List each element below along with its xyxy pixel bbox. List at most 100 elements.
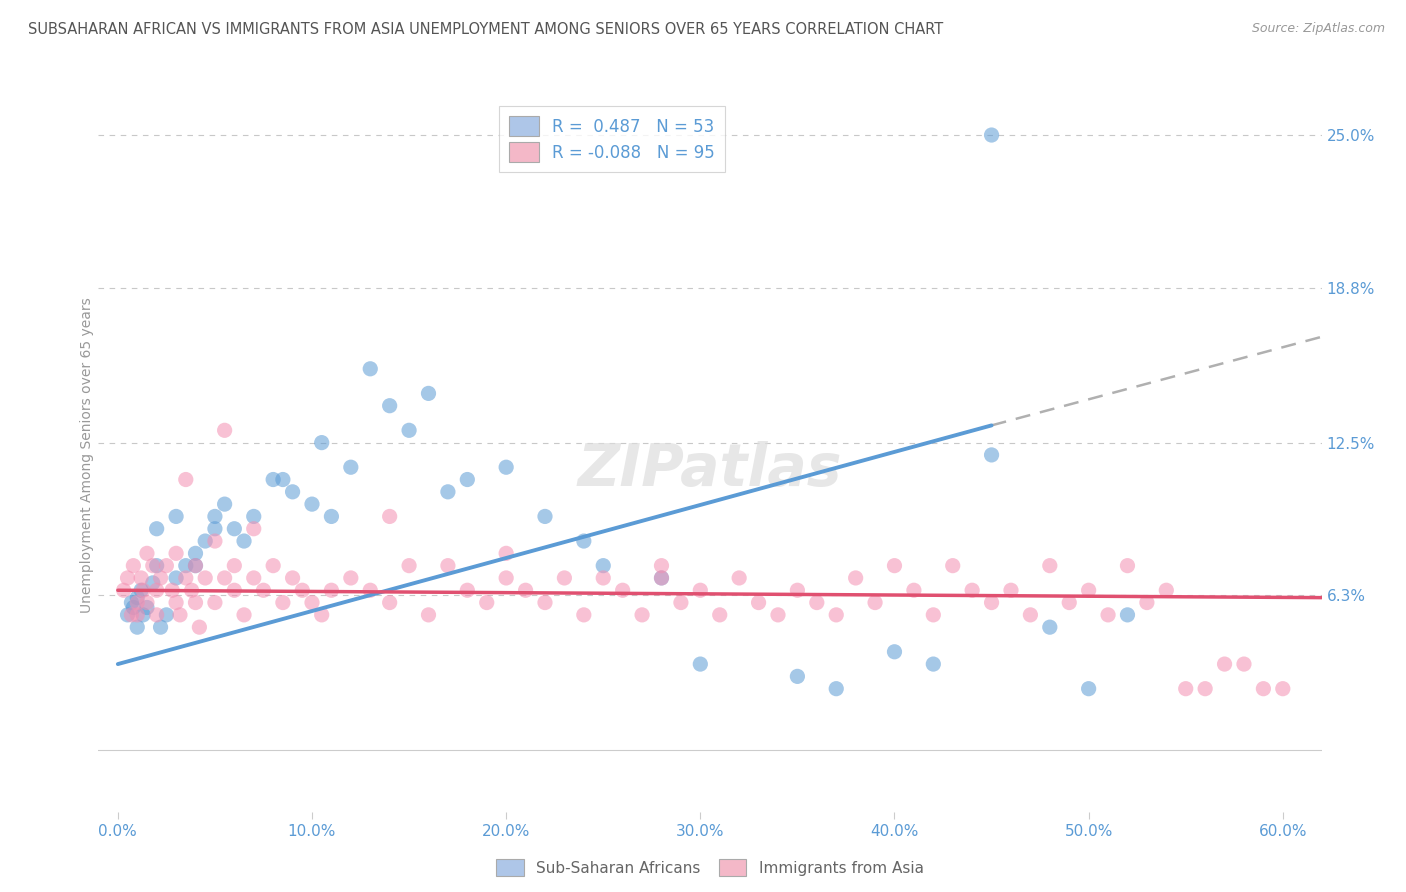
Point xyxy=(960,583,983,598)
Point xyxy=(120,596,142,610)
Point xyxy=(825,607,848,622)
Point xyxy=(766,607,789,622)
Point xyxy=(1057,596,1080,610)
Point xyxy=(242,571,264,585)
Point xyxy=(214,497,236,511)
Point xyxy=(127,607,149,622)
Point xyxy=(786,583,808,598)
Point xyxy=(863,596,886,610)
Point xyxy=(495,460,517,475)
Point xyxy=(174,473,197,487)
Point xyxy=(1136,596,1159,610)
Point xyxy=(233,534,256,549)
Text: Source: ZipAtlas.com: Source: ZipAtlas.com xyxy=(1251,22,1385,36)
Point xyxy=(572,534,595,549)
Point xyxy=(204,509,226,524)
Point xyxy=(233,607,256,622)
Point xyxy=(117,607,139,622)
Point xyxy=(1213,657,1236,671)
Point xyxy=(340,460,363,475)
Point xyxy=(515,583,537,598)
Point xyxy=(689,583,711,598)
Point xyxy=(194,571,217,585)
Point xyxy=(1077,583,1099,598)
Point xyxy=(669,596,692,610)
Point xyxy=(825,681,848,696)
Point xyxy=(437,484,460,499)
Point xyxy=(262,473,284,487)
Point xyxy=(903,583,925,598)
Point xyxy=(437,558,460,573)
Point xyxy=(980,448,1002,462)
Point xyxy=(127,591,149,605)
Point xyxy=(112,583,135,598)
Point xyxy=(592,558,614,573)
Point xyxy=(1271,681,1294,696)
Point xyxy=(1174,681,1197,696)
Point xyxy=(572,607,595,622)
Point xyxy=(142,575,165,590)
Point xyxy=(214,423,236,437)
Point xyxy=(174,571,197,585)
Point xyxy=(378,509,401,524)
Point xyxy=(149,571,172,585)
Point xyxy=(709,607,731,622)
Point xyxy=(224,522,246,536)
Point xyxy=(1233,657,1256,671)
Point xyxy=(184,558,207,573)
Point xyxy=(142,558,165,573)
Point xyxy=(145,607,167,622)
Point xyxy=(271,596,294,610)
Point xyxy=(122,558,145,573)
Point xyxy=(242,522,264,536)
Point xyxy=(184,558,207,573)
Point xyxy=(378,399,401,413)
Text: ZIPatlas: ZIPatlas xyxy=(578,441,842,498)
Point xyxy=(650,571,672,585)
Point xyxy=(122,600,145,615)
Point xyxy=(271,473,294,487)
Point xyxy=(165,509,187,524)
Point xyxy=(180,583,202,598)
Point xyxy=(281,484,304,499)
Point xyxy=(922,607,945,622)
Point xyxy=(1039,620,1062,634)
Point xyxy=(612,583,634,598)
Point xyxy=(136,596,159,610)
Point xyxy=(127,596,149,610)
Point xyxy=(728,571,751,585)
Point xyxy=(1194,681,1216,696)
Point xyxy=(592,571,614,585)
Point xyxy=(301,596,323,610)
Y-axis label: Unemployment Among Seniors over 65 years: Unemployment Among Seniors over 65 years xyxy=(80,297,94,613)
Point xyxy=(165,596,187,610)
Point xyxy=(1039,558,1062,573)
Point xyxy=(252,583,274,598)
Point xyxy=(301,497,323,511)
Legend: Sub-Saharan Africans, Immigrants from Asia: Sub-Saharan Africans, Immigrants from As… xyxy=(491,853,929,882)
Point xyxy=(786,669,808,683)
Point xyxy=(149,620,172,634)
Point xyxy=(321,509,343,524)
Point xyxy=(1000,583,1022,598)
Point xyxy=(132,583,155,598)
Point xyxy=(184,546,207,560)
Point xyxy=(340,571,363,585)
Point xyxy=(1116,607,1139,622)
Point xyxy=(748,596,770,610)
Point xyxy=(224,583,246,598)
Point xyxy=(165,546,187,560)
Point xyxy=(418,386,440,401)
Point xyxy=(204,522,226,536)
Point xyxy=(922,657,945,671)
Point xyxy=(534,596,557,610)
Point xyxy=(359,583,381,598)
Point xyxy=(145,522,167,536)
Point xyxy=(689,657,711,671)
Point xyxy=(127,620,149,634)
Point xyxy=(145,558,167,573)
Point xyxy=(184,596,207,610)
Point xyxy=(806,596,828,610)
Point xyxy=(132,607,155,622)
Point xyxy=(1156,583,1178,598)
